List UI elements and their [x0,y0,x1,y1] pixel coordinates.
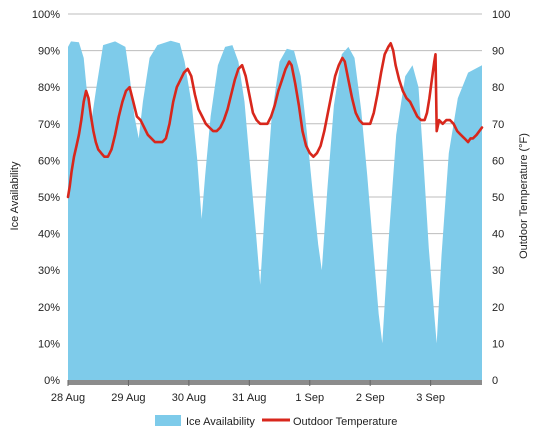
left-tick-label: 80% [38,82,60,94]
left-axis-title: Ice Availability [9,161,21,230]
x-tick-label: 2 Sep [356,392,385,404]
right-tick-label: 50 [492,192,504,204]
x-tick-label: 31 Aug [232,392,266,404]
x-tick-label: 29 Aug [111,392,145,404]
right-tick-label: 30 [492,265,504,277]
x-tick-label: 28 Aug [51,392,85,404]
left-tick-label: 70% [38,119,60,131]
ice-availability-area [68,40,482,380]
right-tick-label: 40 [492,229,504,241]
legend-label-outdoor-temperature: Outdoor Temperature [293,416,397,428]
right-tick-label: 0 [492,375,498,387]
left-tick-label: 40% [38,229,60,241]
right-tick-label: 90 [492,46,504,58]
left-tick-label: 20% [38,302,60,314]
right-tick-label: 60 [492,155,504,167]
legend: Ice Availability Outdoor Temperature [155,415,397,428]
right-tick-label: 10 [492,338,504,350]
right-tick-label: 20 [492,302,504,314]
x-tick-label: 1 Sep [295,392,324,404]
left-tick-label: 30% [38,265,60,277]
x-axis-ticks: 28 Aug 29 Aug 30 Aug 31 Aug 1 Sep 2 Sep 3 Sep [51,380,445,404]
left-axis-ticks: 0% 10% 20% 30% 40% 50% 60% 70% 80% 90% 100% [32,9,60,387]
left-tick-label: 0% [44,375,60,387]
right-axis-ticks: 0 10 20 30 40 50 60 70 80 90 100 [492,9,510,387]
x-axis-baseline [68,380,482,385]
x-tick-label: 3 Sep [416,392,445,404]
left-tick-label: 90% [38,46,60,58]
right-tick-label: 70 [492,119,504,131]
left-tick-label: 50% [38,192,60,204]
legend-swatch-ice-availability [155,415,181,426]
left-tick-label: 10% [38,338,60,350]
right-axis-title: Outdoor Temperature (°F) [518,133,530,259]
right-tick-label: 80 [492,82,504,94]
outdoor-temperature-line [66,42,484,199]
right-tick-label: 100 [492,9,510,21]
left-tick-label: 100% [32,9,60,21]
left-tick-label: 60% [38,155,60,167]
legend-label-ice-availability: Ice Availability [186,416,255,428]
x-tick-label: 30 Aug [172,392,206,404]
